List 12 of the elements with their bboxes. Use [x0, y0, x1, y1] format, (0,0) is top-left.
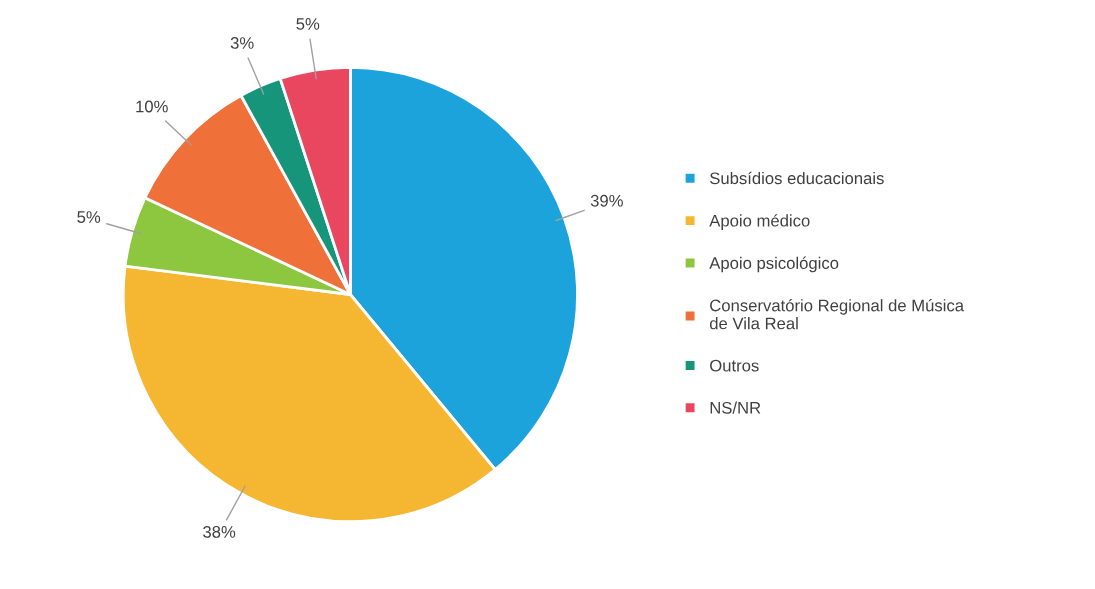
legend-label: Apoio psicológico — [709, 256, 839, 273]
legend-label: Outros — [710, 359, 759, 372]
data-label: 10% — [136, 100, 168, 113]
legend-label: Conservatório Regional de Música de Vila Real — [709, 298, 965, 330]
data-label: 3% — [230, 37, 254, 49]
legend-label: Apoio médico — [709, 214, 810, 230]
legend-label: Subsídios educacionais — [710, 171, 884, 185]
legend-label: NS/NR — [710, 401, 761, 414]
data-label: 38% — [203, 525, 236, 538]
data-label: 39% — [590, 194, 623, 207]
data-label: 5% — [77, 211, 101, 223]
data-label: 5% — [296, 18, 320, 30]
